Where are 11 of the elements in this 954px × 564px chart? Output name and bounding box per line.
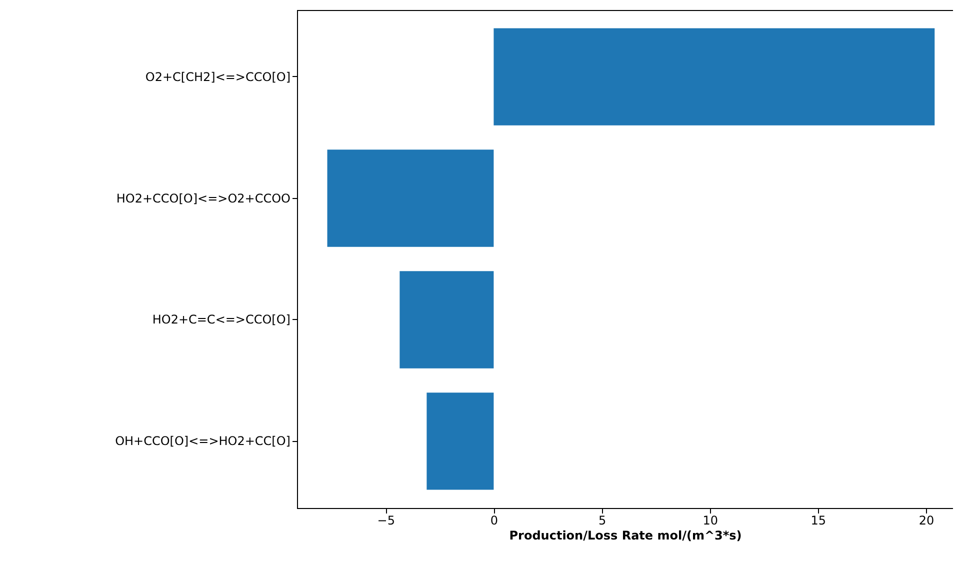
x-tick-label: 0 (490, 514, 498, 528)
x-tick-label: 20 (918, 514, 934, 528)
y-tick-label: HO2+CCO[O]<=>O2+CCOO (116, 191, 290, 206)
x-tick-label: 5 (598, 514, 606, 528)
x-axis-title: Production/Loss Rate mol/(m^3*s) (509, 528, 742, 542)
x-tick-label: 15 (810, 514, 826, 528)
x-tick-label: −5 (377, 514, 395, 528)
y-tick-label: HO2+C=C<=>CCO[O] (152, 312, 290, 327)
y-tick-label: O2+C[CH2]<=>CCO[O] (145, 70, 290, 84)
y-tick-label: OH+CCO[O]<=>HO2+CC[O] (115, 434, 290, 448)
x-tick-label: 10 (702, 514, 718, 528)
